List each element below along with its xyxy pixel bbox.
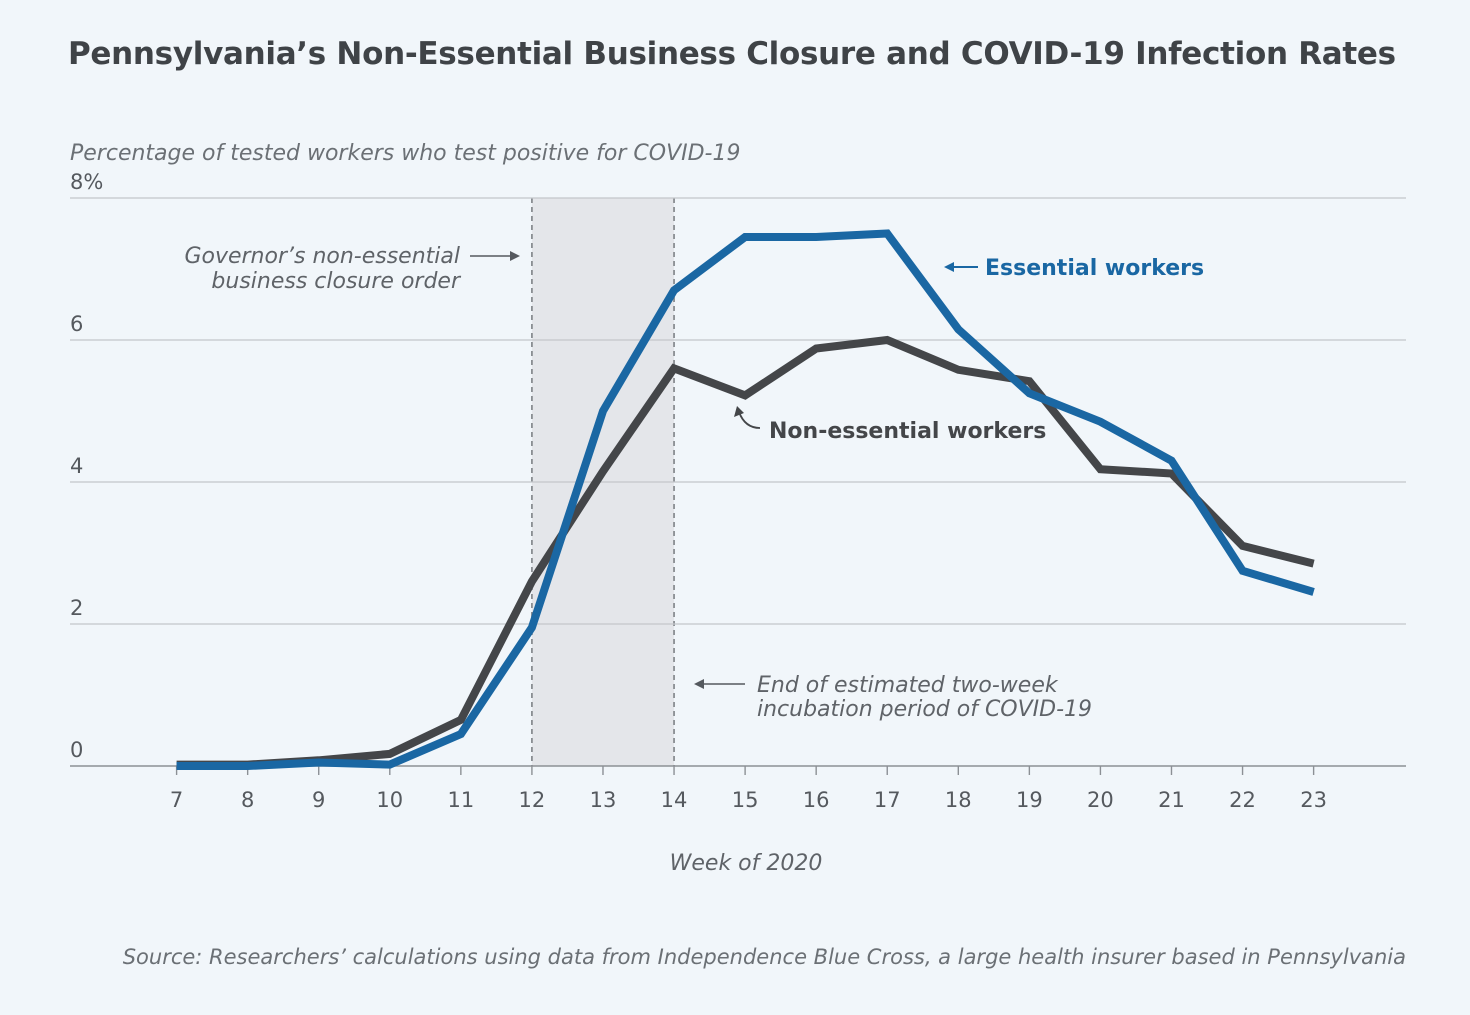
x-tick-label: 14 <box>661 788 688 812</box>
series-layer <box>176 229 1315 770</box>
incubation-annotation-line-2: incubation period of COVID-19 <box>757 697 1092 722</box>
y-tick-label: 6 <box>70 312 83 336</box>
x-tick-label: 7 <box>170 788 183 812</box>
nonessential-arrow-line <box>738 411 761 429</box>
x-tick-label: 11 <box>447 788 474 812</box>
x-axis-label: Week of 2020 <box>670 851 823 876</box>
x-tick-label: 15 <box>732 788 759 812</box>
y-tick-label: 8% <box>70 170 103 194</box>
nonessential-label-group: Non-essential workers <box>734 406 1046 444</box>
essential-series-label: Essential workers <box>985 256 1204 281</box>
y-tick-label: 0 <box>70 738 83 762</box>
incubation-arrow-head <box>694 679 704 689</box>
chart-title: Pennsylvania’s Non-Essential Business Cl… <box>68 36 1396 72</box>
x-tick-label: 9 <box>312 788 325 812</box>
y-tick-labels: 8% 6 4 2 0 <box>70 170 103 762</box>
x-tick-label: 21 <box>1158 788 1185 812</box>
closure-annotation: Governor’s non-essential business closur… <box>184 244 520 294</box>
x-tick-label: 10 <box>376 788 403 812</box>
closure-arrow-head <box>510 251 520 261</box>
incubation-annotation: End of estimated two-week incubation per… <box>694 673 1092 722</box>
x-tick-label: 19 <box>1016 788 1043 812</box>
nonessential-arrow-head <box>734 406 744 417</box>
y-tick-label: 4 <box>70 454 83 478</box>
x-tick-label: 20 <box>1087 788 1114 812</box>
closure-annotation-line-2: business closure order <box>211 269 462 294</box>
nonessential-series-line <box>176 335 1315 769</box>
closure-annotation-line-1: Governor’s non-essential <box>184 244 460 269</box>
incubation-annotation-line-1: End of estimated two-week <box>757 673 1059 698</box>
x-tick-label: 18 <box>945 788 972 812</box>
x-tick-label: 22 <box>1229 788 1256 812</box>
x-tick-label: 13 <box>590 788 617 812</box>
essential-series-line <box>176 229 1315 770</box>
x-tick-label: 8 <box>241 788 254 812</box>
x-tick-label: 16 <box>803 788 830 812</box>
source-note: Source: Researchers’ calculations using … <box>123 945 1406 969</box>
y-axis-label: Percentage of tested workers who test po… <box>70 141 740 166</box>
x-tick-label: 12 <box>519 788 546 812</box>
essential-label-group: Essential workers <box>944 256 1204 281</box>
essential-arrow-head <box>944 262 954 272</box>
x-tick-label: 17 <box>874 788 901 812</box>
nonessential-series-label: Non-essential workers <box>769 419 1046 444</box>
x-tick-labels: 7 8 9 10 11 12 13 14 15 16 17 18 19 20 21 22 23 <box>170 766 1327 812</box>
y-tick-label: 2 <box>70 596 83 620</box>
x-tick-label: 23 <box>1300 788 1327 812</box>
